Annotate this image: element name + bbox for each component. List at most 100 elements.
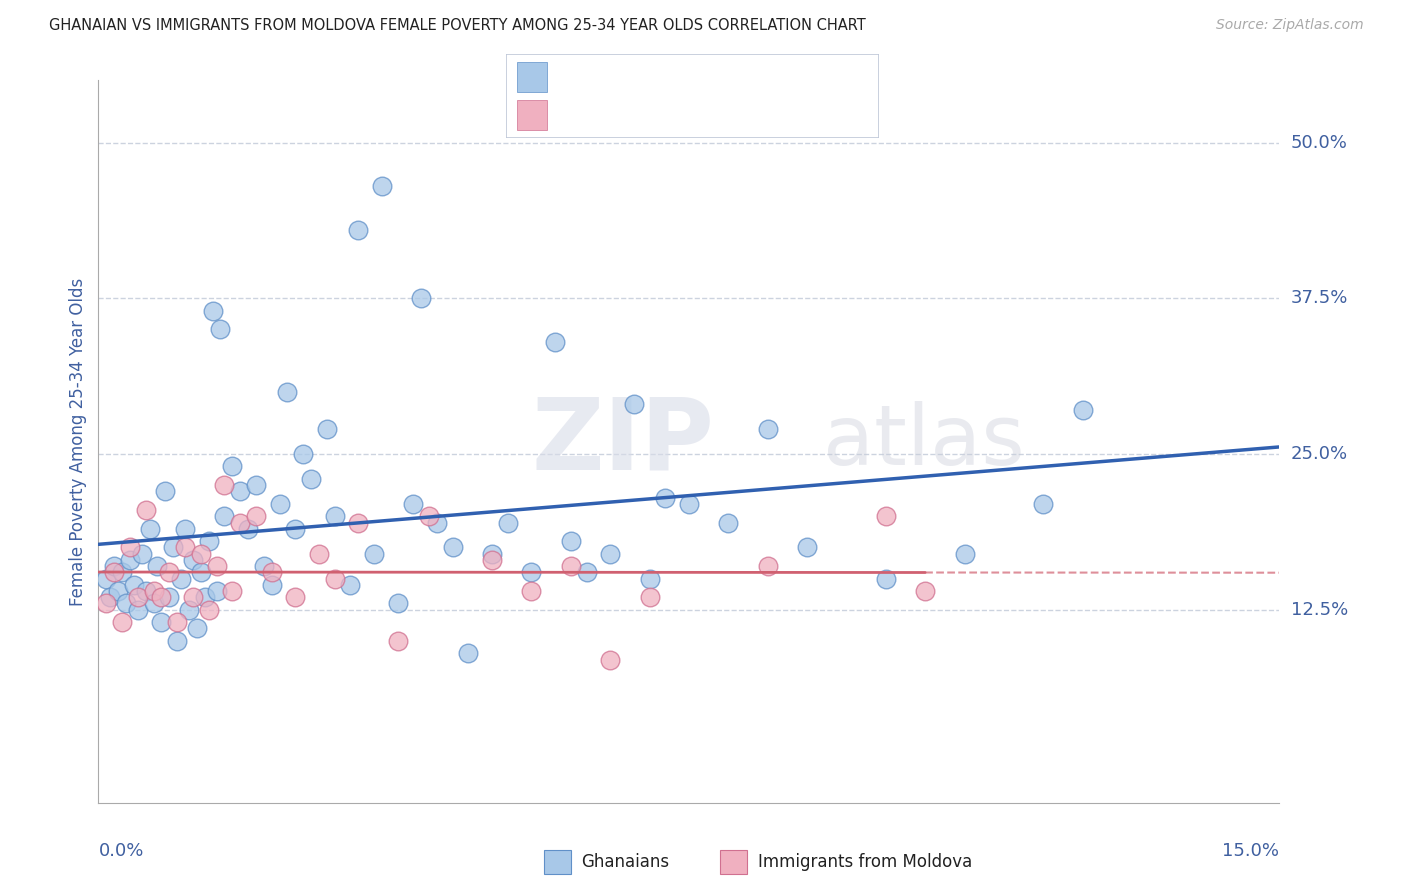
Point <box>796 541 818 555</box>
Point <box>756 422 779 436</box>
Point <box>245 478 267 492</box>
Point <box>181 591 204 605</box>
Point <box>756 559 779 574</box>
Point <box>170 572 193 586</box>
Point <box>205 559 228 574</box>
Point <box>209 322 232 336</box>
Point <box>166 633 188 648</box>
Point <box>236 522 259 536</box>
Point <box>142 584 165 599</box>
Point <box>260 566 283 580</box>
Point <box>575 566 598 580</box>
Point <box>276 384 298 399</box>
Point <box>229 516 252 530</box>
Point <box>229 484 252 499</box>
Point <box>347 223 370 237</box>
Point <box>122 578 145 592</box>
Point <box>150 591 173 605</box>
Point <box>269 497 291 511</box>
Text: GHANAIAN VS IMMIGRANTS FROM MOLDOVA FEMALE POVERTY AMONG 25-34 YEAR OLDS CORRELA: GHANAIAN VS IMMIGRANTS FROM MOLDOVA FEMA… <box>49 18 866 33</box>
Point <box>245 509 267 524</box>
Point <box>678 497 700 511</box>
Point <box>214 509 236 524</box>
Point <box>138 522 160 536</box>
Point <box>560 559 582 574</box>
Point <box>520 566 543 580</box>
Point <box>481 553 503 567</box>
Point <box>638 572 661 586</box>
Text: 15.0%: 15.0% <box>1222 842 1279 860</box>
Point <box>299 472 322 486</box>
Point <box>323 572 346 586</box>
Bar <box>720 849 747 874</box>
Point <box>127 603 149 617</box>
Point <box>118 541 141 555</box>
Point <box>623 397 645 411</box>
Point <box>155 484 177 499</box>
Point <box>107 584 129 599</box>
Point <box>118 553 141 567</box>
Text: R =  0.244   N = 72: R = 0.244 N = 72 <box>558 68 749 86</box>
Point <box>177 603 200 617</box>
Text: atlas: atlas <box>823 401 1025 482</box>
Point <box>181 553 204 567</box>
Point <box>146 559 169 574</box>
FancyBboxPatch shape <box>506 54 879 138</box>
Point <box>166 615 188 630</box>
Text: 0.0%: 0.0% <box>98 842 143 860</box>
Point <box>115 597 138 611</box>
Point <box>481 547 503 561</box>
Point <box>157 591 180 605</box>
Text: Immigrants from Moldova: Immigrants from Moldova <box>758 853 972 871</box>
Point <box>544 334 567 349</box>
Point <box>221 584 243 599</box>
Point <box>96 597 118 611</box>
Text: 25.0%: 25.0% <box>1291 445 1348 463</box>
Point <box>717 516 740 530</box>
Point <box>190 566 212 580</box>
Point <box>150 615 173 630</box>
Point <box>284 591 307 605</box>
Point <box>496 516 519 530</box>
Point <box>953 547 976 561</box>
Point <box>214 478 236 492</box>
Text: R = -0.038   N = 34: R = -0.038 N = 34 <box>558 105 751 123</box>
Point <box>96 572 118 586</box>
Point <box>127 591 149 605</box>
Point <box>347 516 370 530</box>
Point <box>103 559 125 574</box>
Point <box>638 591 661 605</box>
Point <box>186 621 208 635</box>
Point <box>363 547 385 561</box>
Point <box>875 572 897 586</box>
Point <box>914 584 936 599</box>
Point <box>292 447 315 461</box>
Point <box>323 509 346 524</box>
Y-axis label: Female Poverty Among 25-34 Year Olds: Female Poverty Among 25-34 Year Olds <box>69 277 87 606</box>
Point <box>135 584 157 599</box>
Bar <box>517 62 547 92</box>
Point <box>197 603 219 617</box>
Point <box>1032 497 1054 511</box>
Point <box>599 652 621 666</box>
Point <box>402 497 425 511</box>
Point <box>111 615 134 630</box>
Point <box>520 584 543 599</box>
Point <box>98 591 121 605</box>
Point <box>194 591 217 605</box>
Point <box>142 597 165 611</box>
Point <box>457 646 479 660</box>
Point <box>197 534 219 549</box>
Text: Source: ZipAtlas.com: Source: ZipAtlas.com <box>1216 18 1364 32</box>
Text: Ghanaians: Ghanaians <box>582 853 669 871</box>
Point <box>111 566 134 580</box>
Point <box>253 559 276 574</box>
Point <box>387 597 409 611</box>
Text: 50.0%: 50.0% <box>1291 134 1347 152</box>
Bar <box>544 849 571 874</box>
Point <box>157 566 180 580</box>
Point <box>1071 403 1094 417</box>
Point <box>308 547 330 561</box>
Point <box>599 547 621 561</box>
Point <box>162 541 184 555</box>
